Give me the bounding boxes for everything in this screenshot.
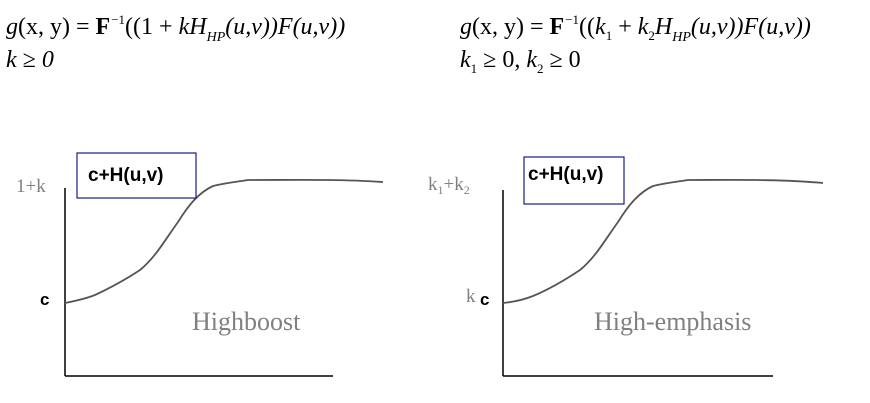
high-emphasis-condition: k1 ≥ 0, k2 ≥ 0 [460, 47, 581, 76]
highboost-label-box [76, 152, 197, 199]
highboost-equation: g(x, y) = F−1((1 + kHHP(u,v))F(u,v)) [6, 12, 346, 45]
high-emphasis-caption: High-emphasis [594, 307, 751, 336]
high-emphasis-plot: c+H(u,v) k1+k2 k c High-emphasis [428, 156, 824, 377]
high-emphasis-y-top-label: k1+k2 [428, 174, 470, 197]
high-emphasis-y-bottom-c: c [480, 290, 489, 309]
highboost-condition: k ≥ 0 [6, 47, 54, 73]
high-emphasis-equation: g(x, y) = F−1((k1 + k2HHP(u,v))F(u,v)) [460, 12, 811, 45]
highboost-plot: c+H(u,v) 1+k c Highboost [16, 152, 384, 377]
high-emphasis-y-bottom-k: k [466, 286, 476, 307]
highboost-y-bottom-label: c [40, 290, 49, 309]
high-emphasis-label-box [523, 156, 625, 205]
highboost-caption: Highboost [192, 307, 301, 336]
highboost-curve [64, 178, 384, 304]
high-emphasis-curve [502, 178, 824, 304]
highboost-y-top-label: 1+k [16, 176, 46, 197]
highboost-box-label: c+H(u,v) [88, 165, 164, 186]
high-emphasis-box-label: c+H(u,v) [528, 164, 604, 185]
